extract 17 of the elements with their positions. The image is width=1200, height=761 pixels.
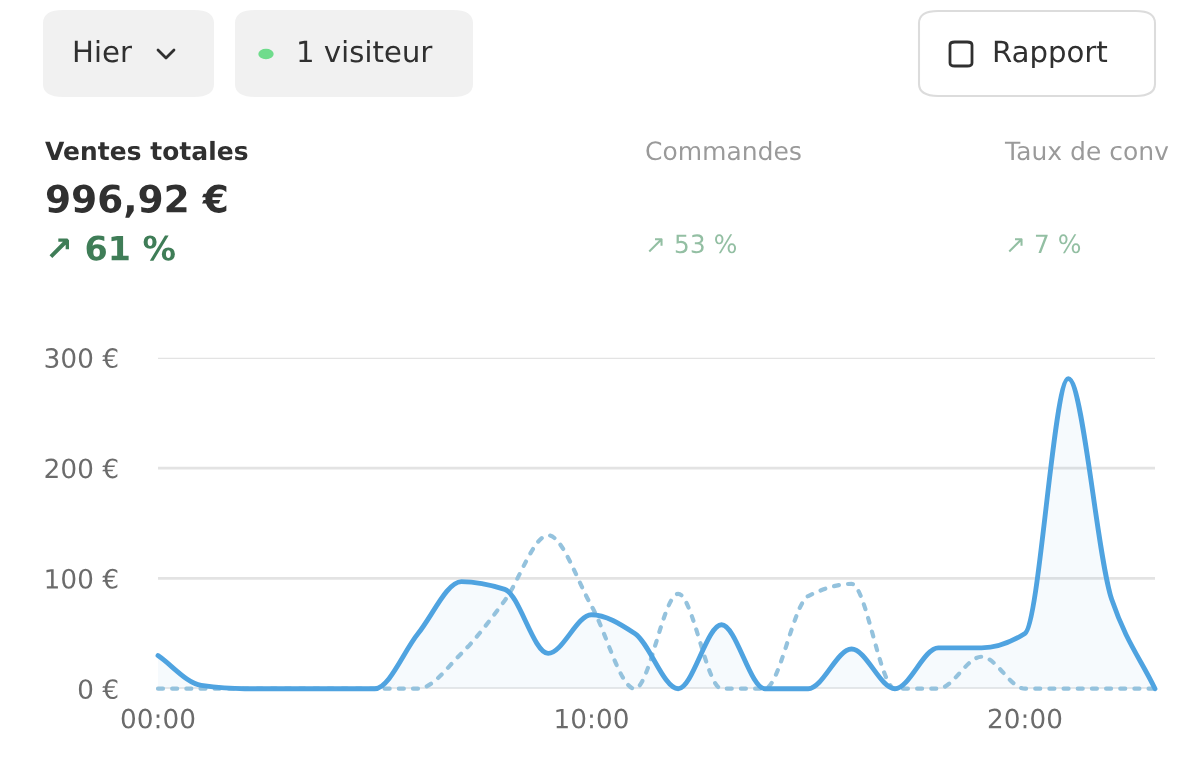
x-tick-label: 10:00	[556, 708, 628, 729]
text: Taux de conv	[1004, 140, 1169, 161]
y-tick-label: 200 €	[45, 458, 118, 479]
text: ↗ 61 %	[49, 235, 175, 261]
text: ↗ 53 %	[648, 234, 737, 254]
x-tick-label: 00:00	[121, 708, 195, 729]
text: 996,92 €	[46, 184, 227, 218]
text: 1 visiteur	[299, 39, 433, 63]
y-tick-label: 100 €	[46, 568, 118, 589]
text: Hier	[74, 39, 132, 63]
y-tick-label: 0 €	[78, 679, 118, 700]
y-tick-label: 300 €	[45, 348, 118, 369]
x-tick-label: 20:00	[988, 708, 1062, 729]
text: Commandes	[646, 140, 801, 161]
text: Ventes totales	[45, 140, 248, 161]
text: ↗ 7 %	[1008, 234, 1081, 254]
text: Rapport	[994, 40, 1108, 69]
